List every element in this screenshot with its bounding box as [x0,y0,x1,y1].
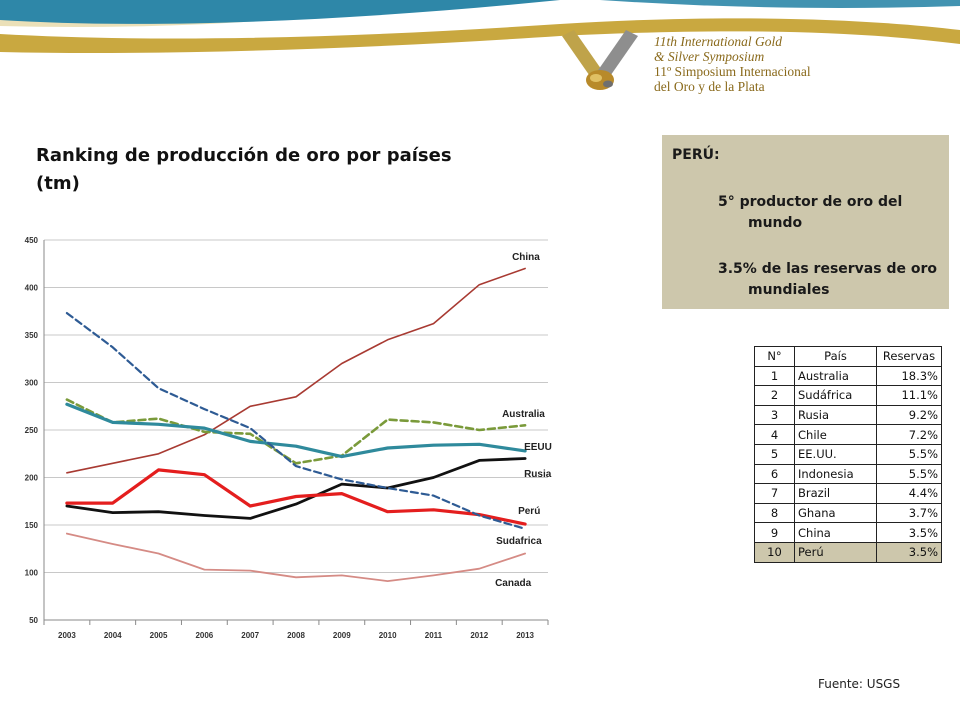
series-line-perú [65,468,527,526]
series-line-rusia [65,457,527,520]
rank-cell: 7 [754,483,795,504]
country-cell: EE.UU. [794,443,877,465]
reserves-cell: 9.2% [876,404,942,426]
series-label-australia: Australia [502,409,545,420]
x-tick-label: 2006 [195,631,213,640]
table-row: 5 EE.UU. 5.5% [754,443,942,465]
reserves-cell: 11.1% [876,385,942,406]
country-cell: Perú [794,541,877,563]
series-line-china [66,267,526,474]
table-row-highlighted: 10 Perú 3.5% [754,541,942,563]
table-row: 9 China 3.5% [754,522,942,543]
rank-cell: 4 [754,424,795,445]
symposium-en-line2: & Silver Symposium [654,49,765,64]
reserves-cell: 7.2% [876,424,942,445]
reserves-cell: 5.5% [876,443,942,465]
series-label-perú: Perú [518,506,540,517]
table-row: 7 Brazil 4.4% [754,483,942,504]
country-cell: Brazil [794,483,877,504]
table-row: 4 Chile 7.2% [754,424,942,445]
country-cell: China [794,522,877,543]
x-tick-label: 2008 [287,631,305,640]
country-cell: Chile [794,424,877,445]
y-tick-label: 150 [25,521,39,530]
series-line-eeuu [65,402,527,459]
country-cell: Sudáfrica [794,385,877,406]
peru-point-producer-a: 5° productor de oro del [718,194,903,210]
table-row: 6 Indonesia 5.5% [754,463,942,485]
y-tick-label: 300 [25,379,39,388]
peru-point-reserves-b: mundiales [748,282,830,298]
x-tick-label: 2003 [58,631,76,640]
slide-title: Ranking de producción de oro por países … [36,145,452,194]
reserves-cell: 4.4% [876,483,942,504]
rank-cell: 2 [754,385,795,406]
rank-cell: 10 [754,541,795,563]
peru-point-producer-b: mundo [748,215,803,231]
series-line-australia [65,398,527,465]
table-row: 1 Australia 18.3% [754,365,942,387]
symposium-es-line2: del Oro y de la Plata [654,79,765,94]
source-note: Fuente: USGS [818,677,901,691]
peru-heading: PERÚ: [672,147,720,163]
table-row: 2 Sudáfrica 11.1% [754,385,942,406]
y-tick-label: 100 [25,569,39,578]
peru-point-reserves: 3.5% de las reservas de oro mundiales [718,259,943,301]
peru-point-producer: 5° productor de oro del mundo [718,192,943,234]
peru-point-reserves-a: 3.5% de las reservas de oro [718,261,937,277]
series-label-eeuu: EEUU [524,442,552,453]
reserves-cell: 5.5% [876,463,942,485]
y-tick-label: 250 [25,426,39,435]
country-cell: Australia [794,365,877,387]
y-tick-label: 350 [25,331,39,340]
symposium-title: 11th International Gold & Silver Symposi… [654,34,811,94]
header-number: N° [754,346,795,367]
series-line-sudafrica [65,312,527,530]
rank-cell: 5 [754,443,795,465]
series-label-canada: Canada [495,578,532,589]
reserves-ranking-table: N° País Reservas 1 Australia 18.3% 2 Sudáfr… [754,346,942,563]
x-tick-label: 2012 [470,631,488,640]
rank-cell: 1 [754,365,795,387]
reserves-cell: 3.7% [876,502,942,524]
series-label-rusia: Rusia [524,469,552,480]
x-tick-label: 2013 [516,631,534,640]
x-tick-label: 2004 [104,631,122,640]
table-header-row: N° País Reservas [754,346,942,367]
rank-cell: 8 [754,502,795,524]
series-label-china: China [512,252,540,263]
header-country: País [794,346,877,367]
rank-cell: 3 [754,404,795,426]
header-reserves: Reservas [876,346,942,367]
x-tick-label: 2009 [333,631,351,640]
gold-production-chart: 50 100 150 200 250 300 350 400 450 2003 2004 2005 20… [25,236,552,640]
rank-cell: 9 [754,522,795,543]
symposium-en-line1: 11th International Gold [654,34,782,49]
table-row: 3 Rusia 9.2% [754,404,942,426]
reserves-cell: 3.5% [876,541,942,563]
x-tick-label: 2007 [241,631,259,640]
table-row: 8 Ghana 3.7% [754,502,942,524]
country-cell: Ghana [794,502,877,524]
x-tick-label: 2005 [150,631,168,640]
y-tick-label: 450 [25,236,39,245]
series-line-canada [66,532,526,582]
peru-summary-box: PERÚ: 5° productor de oro del mundo 3.5%… [662,135,949,309]
series-label-sudafrica: Sudafrica [496,536,542,547]
symposium-es-line1: 11º Simposium Internacional [654,64,811,79]
y-tick-label: 50 [29,616,38,625]
reserves-cell: 18.3% [876,365,942,387]
y-tick-label: 400 [25,284,39,293]
header-swoosh [0,0,960,54]
rank-cell: 6 [754,463,795,485]
country-cell: Rusia [794,404,877,426]
x-tick-label: 2011 [425,631,443,640]
reserves-cell: 3.5% [876,522,942,543]
gold-silver-logo [562,30,638,90]
y-tick-label: 200 [25,474,39,483]
country-cell: Indonesia [794,463,877,485]
x-tick-label: 2010 [379,631,397,640]
